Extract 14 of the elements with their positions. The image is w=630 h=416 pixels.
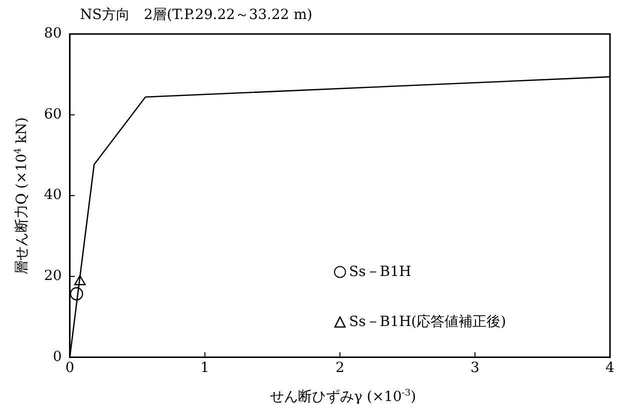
- y-tick-label: 40: [44, 187, 62, 204]
- x-tick-label: 0: [65, 360, 74, 376]
- y-tick-label: 20: [44, 268, 62, 284]
- chart-title: NS方向 2層(T.P.29.22～33.22 m): [80, 6, 312, 24]
- legend-label: Ss－B1H(応答値補正後): [349, 313, 506, 331]
- x-tick-label: 3: [470, 360, 480, 376]
- y-tick-label: 0: [52, 348, 62, 365]
- x-tick-label: 4: [606, 360, 615, 376]
- x-tick-label: 2: [335, 360, 344, 376]
- y-tick-label: 60: [44, 106, 62, 122]
- x-axis-title: せん断ひずみγ (×10$^{-3}$): [270, 388, 416, 406]
- x-tick-label: 1: [200, 360, 210, 376]
- legend-label: Ss－B1H: [349, 263, 412, 281]
- y-tick-label: 80: [44, 26, 62, 42]
